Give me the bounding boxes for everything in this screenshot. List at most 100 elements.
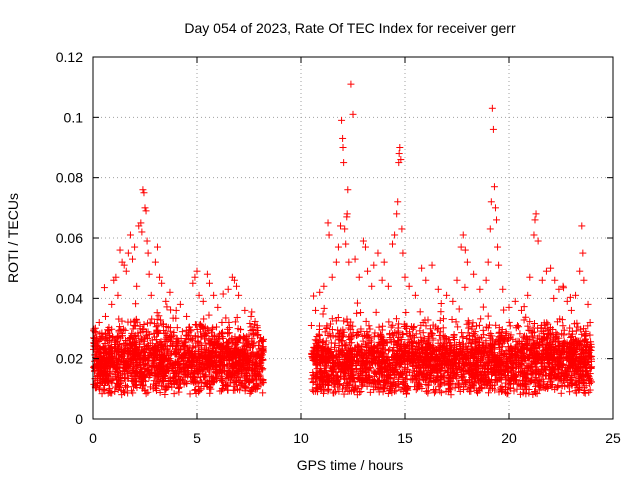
data-point xyxy=(437,308,445,316)
data-point xyxy=(580,276,588,284)
data-point xyxy=(499,285,507,293)
data-point xyxy=(173,324,181,332)
data-point xyxy=(117,386,125,394)
data-point xyxy=(551,276,559,284)
data-point xyxy=(341,225,349,233)
data-point xyxy=(492,321,500,329)
data-points xyxy=(90,80,596,399)
data-point xyxy=(396,144,404,151)
data-point xyxy=(494,243,502,251)
data-point xyxy=(422,322,430,330)
x-tick-label: 25 xyxy=(605,430,621,446)
data-point xyxy=(131,243,139,251)
data-point xyxy=(523,339,531,347)
data-point xyxy=(225,329,233,337)
data-point xyxy=(114,291,122,299)
data-point xyxy=(155,312,163,320)
data-point xyxy=(156,389,164,397)
data-point xyxy=(486,225,494,233)
data-point xyxy=(170,328,178,336)
data-point xyxy=(324,219,332,227)
data-point xyxy=(205,311,213,319)
data-point xyxy=(353,309,361,317)
data-point xyxy=(222,314,230,322)
data-point xyxy=(210,291,218,299)
data-point xyxy=(351,255,359,263)
data-point xyxy=(450,332,458,340)
data-point xyxy=(495,261,503,269)
data-point xyxy=(150,377,158,385)
data-point xyxy=(337,222,345,230)
data-point xyxy=(534,237,542,245)
data-point xyxy=(312,384,320,392)
data-point xyxy=(578,222,586,230)
data-point xyxy=(586,331,594,339)
data-point xyxy=(368,282,376,290)
data-point xyxy=(416,327,424,335)
data-point xyxy=(111,388,119,396)
data-point xyxy=(196,386,204,394)
data-point xyxy=(138,228,146,236)
data-point xyxy=(95,318,103,326)
data-point xyxy=(203,270,211,278)
data-point xyxy=(387,323,395,331)
data-point xyxy=(513,322,521,330)
data-point xyxy=(162,297,170,305)
data-point xyxy=(493,216,501,224)
data-point xyxy=(328,326,336,334)
x-tick-label: 15 xyxy=(397,430,413,446)
data-point xyxy=(253,331,261,339)
y-tick-label: 0 xyxy=(75,411,83,427)
data-point xyxy=(532,374,540,382)
data-point xyxy=(461,246,469,254)
data-point xyxy=(405,282,413,290)
data-point xyxy=(224,285,232,293)
data-point xyxy=(378,276,386,284)
data-point xyxy=(436,387,444,395)
data-point xyxy=(167,351,175,359)
data-point xyxy=(461,283,469,291)
data-point xyxy=(491,204,499,212)
data-point xyxy=(122,267,130,275)
data-point xyxy=(511,297,519,305)
data-point xyxy=(200,315,208,323)
data-point xyxy=(132,381,140,389)
data-point xyxy=(487,198,495,206)
data-point xyxy=(579,249,587,257)
data-point xyxy=(235,291,243,299)
data-point xyxy=(436,316,444,324)
data-point xyxy=(335,387,343,395)
data-point xyxy=(209,324,217,332)
data-point xyxy=(553,318,561,326)
data-point xyxy=(455,305,463,313)
data-point xyxy=(578,330,586,338)
data-point xyxy=(573,319,581,327)
chart-title: Day 054 of 2023, Rate Of TEC Index for r… xyxy=(184,20,516,36)
data-point xyxy=(153,243,161,251)
data-point xyxy=(559,322,567,330)
data-point xyxy=(142,207,150,215)
data-point xyxy=(189,279,197,287)
y-tick-label: 0.04 xyxy=(56,290,83,306)
data-point xyxy=(391,231,399,239)
data-point xyxy=(310,292,318,300)
x-tick-label: 20 xyxy=(501,430,517,446)
data-point xyxy=(334,326,342,334)
data-point xyxy=(442,334,450,342)
data-point xyxy=(516,330,524,338)
data-point xyxy=(531,216,539,224)
y-tick-label: 0.1 xyxy=(64,109,84,125)
data-point xyxy=(231,318,239,326)
data-point xyxy=(515,323,523,331)
data-point xyxy=(116,246,124,254)
data-point xyxy=(389,240,397,248)
data-point xyxy=(452,318,460,326)
data-point xyxy=(320,304,328,312)
data-point xyxy=(524,322,532,330)
data-point xyxy=(141,204,149,212)
data-point xyxy=(320,282,328,290)
data-point xyxy=(129,255,137,263)
data-point xyxy=(339,144,347,151)
y-tick-label: 0.12 xyxy=(56,49,83,65)
